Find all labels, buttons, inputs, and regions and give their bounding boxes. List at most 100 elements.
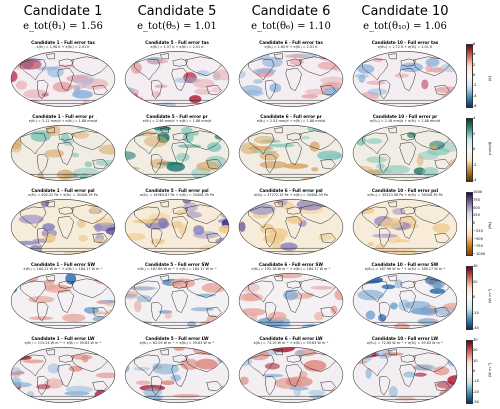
world-map-SW [124, 273, 230, 329]
world-map-psl [124, 199, 230, 255]
panel-error-values: e(θ₁) = 1.98 K + e(θ₂) = 2.01 K [36, 45, 90, 49]
panel-title: Candidate 5 - Full error SW [145, 262, 209, 267]
colorbar-pr [466, 118, 473, 182]
error-map-panel: Candidate 1 - Full error pr e(θ₁) = 3.12 … [10, 114, 116, 184]
colorbar-tick-label: 0 [473, 73, 476, 77]
panel-error-values: e(θ₁) = 3.12 mm/d + e(θ₂) = 1.88 mm/d [28, 119, 98, 123]
colorbar-tick-label: −250 [473, 228, 483, 233]
error-map-panel: Candidate 1 - Full error LW e(θ₁) = 115.2… [10, 336, 116, 406]
colorbar-tick-label: 30 [473, 338, 478, 342]
error-map-panel: Candidate 6 - Full error pr e(θ₆) = 2.53 … [238, 114, 344, 184]
colorbar-tick-label: −750 [473, 244, 483, 249]
colorbar-unit-label: (K) [488, 75, 492, 81]
colorbar-tick-label: 10 [473, 358, 478, 363]
error-map-panel: Candidate 6 - Full error tas e(θ₆) = 1.65… [238, 40, 344, 110]
colorbar-tick-label: -4 [473, 178, 477, 182]
panel-error-values: e(θ₁) = 164.22 W m⁻² + e(θ₂) = 184.17 W … [23, 267, 103, 271]
candidate-total-error: e_tot(θ₅) = 1.01 [137, 21, 217, 32]
error-map-panel: Candidate 5 - Full error SW e(θ₅) = 167.6… [124, 262, 230, 332]
candidate-total-error: e_tot(θ₁) = 1.56 [23, 21, 103, 32]
colorbar-tick-label: −1000 [473, 252, 486, 256]
error-map-panel: Candidate 6 - Full error psl e(θ₆) = 3727… [238, 188, 344, 258]
error-map-panel: Candidate 1 - Full error SW e(θ₁) = 164.2… [10, 262, 116, 332]
panel-error-values: e(θ₅) = 2.46 mm/d + e(θ₂) = 1.88 mm/d [142, 119, 212, 123]
colorbar-tick-label: 500 [473, 205, 480, 210]
panel-title: Candidate 10 - Full error psl [371, 188, 439, 193]
world-map-tas [238, 51, 344, 107]
panel-error-values: e(θ₆) = 37272.15 Pa + e(θ₂) = 34406.39 P… [254, 193, 328, 197]
panel-error-values: e(θ₅) = 34963.87 Pa + e(θ₂) = 34406.39 P… [140, 193, 214, 197]
panel-error-values: e(θ₆) = 1.65 K + e(θ₂) = 2.01 K [264, 45, 318, 49]
colorbar-tick-label: 0 [473, 295, 476, 299]
panel-error-values: e(θ₁₀) = 187.96 W m⁻² + e(θ₂) = 184.17 W… [364, 267, 446, 271]
error-map-panel: Candidate 5 - Full error tas e(θ₅) = 1.57… [124, 40, 230, 110]
colorbar-tick-label: -6 [473, 104, 477, 108]
panel-title: Candidate 6 - Full error psl [259, 188, 323, 193]
colorbar-tick-label: -20 [473, 310, 479, 315]
panel-error-values: e(θ₁₀) = 72.84 W m⁻² + e(θ₂) = 59.83 W m… [366, 341, 443, 345]
colorbar-tick-label: -10 [473, 379, 479, 384]
panel-title: Candidate 1 - Full error SW [31, 262, 95, 267]
panel-title: Candidate 6 - Full error SW [259, 262, 323, 267]
colorbar-psl [466, 192, 473, 256]
colorbar-tick-label: 0 [473, 147, 476, 151]
colorbar-tick-label: -30 [473, 400, 479, 404]
panel-error-values: e(θ₁₀) = 2.18 mm/d + e(θ₂) = 1.88 mm/d [370, 119, 440, 123]
world-map-tas [124, 51, 230, 107]
panel-title: Candidate 6 - Full error tas [259, 40, 323, 45]
colorbar-tick-label: 20 [473, 279, 478, 284]
error-map-panel: Candidate 6 - Full error SW e(θ₆) = 192.1… [238, 262, 344, 332]
world-map-SW [10, 273, 116, 329]
error-map-panel: Candidate 5 - Full error psl e(θ₅) = 3496… [124, 188, 230, 258]
world-map-pr [10, 125, 116, 181]
panel-error-values: e(θ₆) = 192.18 W m⁻² + e(θ₂) = 184.17 W … [251, 267, 331, 271]
panel-title: Candidate 6 - Full error LW [259, 336, 323, 341]
panel-title: Candidate 1 - Full error pr [32, 114, 94, 119]
error-map-panel: Candidate 1 - Full error tas e(θ₁) = 1.98… [10, 40, 116, 110]
world-map-psl [10, 199, 116, 255]
world-map-pr [124, 125, 230, 181]
panel-title: Candidate 6 - Full error pr [260, 114, 322, 119]
world-map-psl [352, 199, 458, 255]
panel-title: Candidate 5 - Full error tas [145, 40, 209, 45]
panel-error-values: e(θ₅) = 62.09 W m⁻² + e(θ₂) = 59.83 W m⁻… [139, 341, 215, 345]
error-map-panel: Candidate 10 - Full error tas e(θ₁₀) = 1.… [352, 40, 458, 110]
world-map-tas [10, 51, 116, 107]
world-map-LW [238, 347, 344, 403]
panel-error-values: e(θ₆) = 73.19 W m⁻² + e(θ₂) = 59.83 W m⁻… [253, 341, 329, 345]
column-header: Candidate 5 e_tot(θ₅) = 1.01 [122, 0, 232, 40]
panel-title: Candidate 10 - Full error SW [371, 262, 439, 267]
colorbar-unit-label: (Pa) [488, 221, 492, 229]
error-map-panel: Candidate 10 - Full error pr e(θ₁₀) = 2.1… [352, 114, 458, 184]
colorbar-tick-label: 4 [473, 52, 476, 57]
panel-error-values: e(θ₁) = 602.02 Pa + e(θ₂) = 34406.39 Pa [28, 193, 98, 197]
panel-error-values: e(θ₁₀) = 1.72 K + e(θ₂) = 2.01 K [377, 45, 433, 49]
error-map-panel: Candidate 1 - Full error psl e(θ₁) = 602.… [10, 188, 116, 258]
world-map-pr [238, 125, 344, 181]
colorbar-tick-label: -2 [473, 162, 477, 167]
colorbar-tick-label: 1000 [473, 190, 483, 194]
candidate-name: Candidate 6 [251, 4, 331, 19]
error-map-panel: Candidate 5 - Full error pr e(θ₅) = 2.46 … [124, 114, 230, 184]
colorbar-tick-label: -20 [473, 389, 479, 394]
colorbar-unit-label: (W m⁻²) [488, 362, 492, 377]
world-map-tas [352, 51, 458, 107]
error-map-panel: Candidate 5 - Full error LW e(θ₅) = 62.09… [124, 336, 230, 406]
colorbar-unit-label: (mm/d) [488, 141, 492, 155]
error-map-panel: Candidate 6 - Full error LW e(θ₆) = 73.19… [238, 336, 344, 406]
panel-title: Candidate 10 - Full error pr [372, 114, 438, 119]
colorbar-tick-label: 0 [473, 369, 476, 373]
error-map-panel: Candidate 10 - Full error psl e(θ₁₀) = 35… [352, 188, 458, 258]
world-map-LW [352, 347, 458, 403]
panel-error-values: e(θ₅) = 1.57 K + e(θ₂) = 2.01 K [150, 45, 204, 49]
colorbar-tick-label: −500 [473, 236, 483, 241]
panel-title: Candidate 1 - Full error tas [31, 40, 95, 45]
colorbar-tick-label: 6 [473, 42, 476, 46]
column-header: Candidate 1 e_tot(θ₁) = 1.56 [8, 0, 118, 40]
candidate-total-error: e_tot(θ₁₀) = 1.06 [363, 21, 447, 32]
panel-title: Candidate 10 - Full error LW [371, 336, 439, 341]
colorbar-tick-label: -4 [473, 93, 477, 98]
error-map-panel: Candidate 10 - Full error LW e(θ₁₀) = 72.… [352, 336, 458, 406]
panel-title: Candidate 1 - Full error psl [31, 188, 95, 193]
panel-title: Candidate 1 - Full error LW [31, 336, 95, 341]
